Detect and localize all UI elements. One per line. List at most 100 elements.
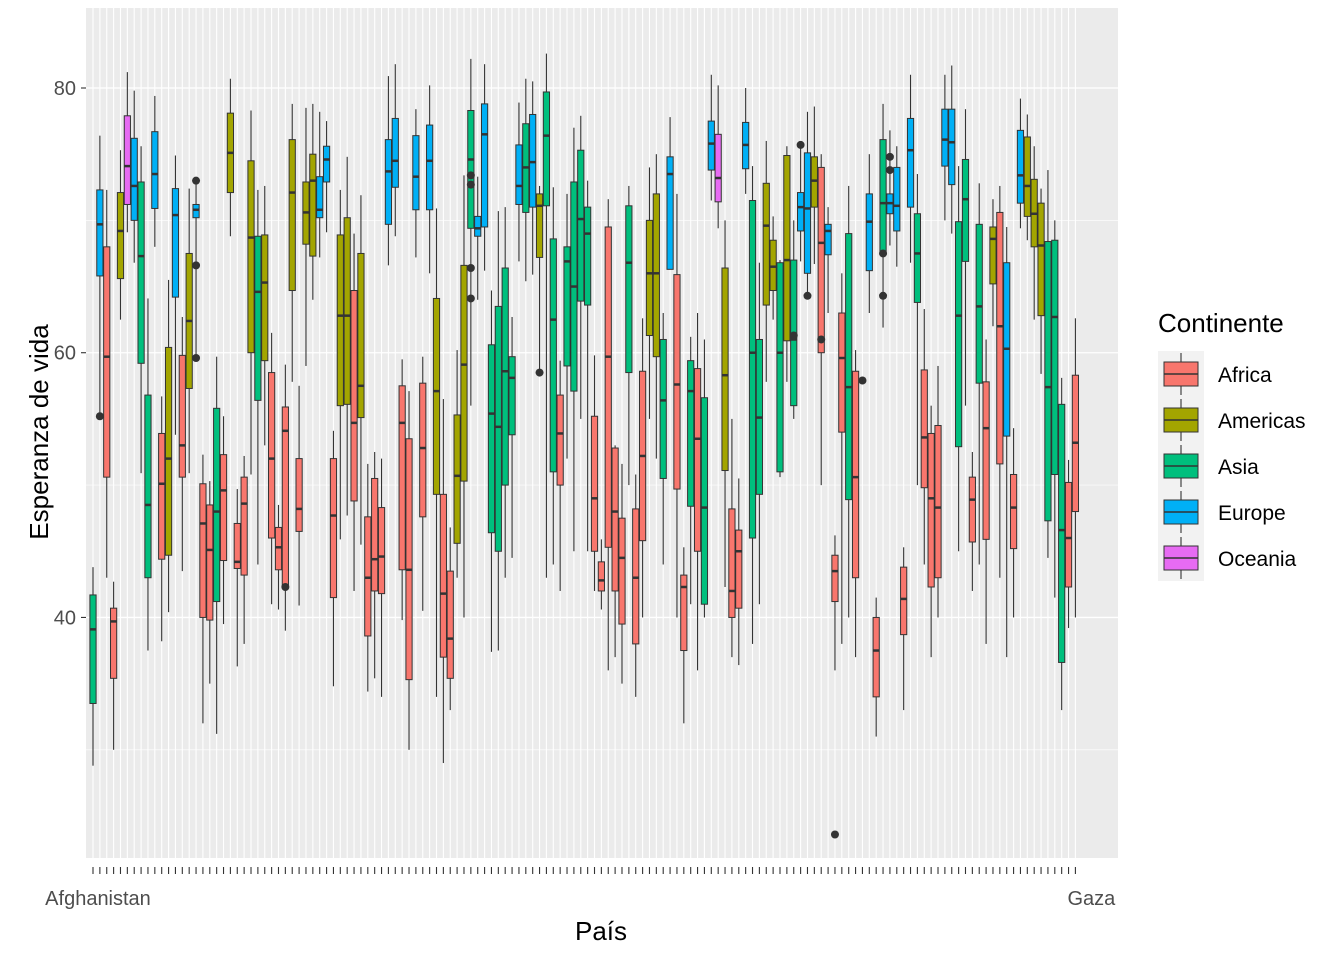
legend-item: Africa: [1158, 351, 1272, 397]
country-box: [164, 279, 173, 613]
country-box: [982, 339, 990, 644]
country-box: [460, 175, 468, 618]
box-iqr: [597, 561, 605, 592]
country-box: [796, 140, 805, 262]
country-box: [535, 185, 544, 377]
country-box: [934, 365, 942, 618]
y-tick-label: 40: [54, 607, 76, 629]
box-iqr: [1064, 481, 1073, 588]
box-iqr: [432, 297, 441, 495]
country-box: [1064, 459, 1073, 629]
y-axis-title: Esperanza de vida: [24, 324, 54, 540]
country-box: [700, 339, 709, 618]
outlier-point: [885, 166, 894, 175]
box-iqr: [446, 570, 454, 679]
country-box: [426, 85, 434, 274]
box-iqr: [769, 239, 777, 292]
outlier-point: [192, 176, 201, 185]
box-iqr: [1058, 403, 1066, 663]
country-box: [226, 78, 235, 237]
box-iqr: [687, 360, 695, 507]
country-box: [900, 547, 908, 711]
box-iqr: [110, 607, 118, 679]
box-iqr: [268, 372, 276, 539]
box-iqr: [123, 115, 131, 205]
box-iqr: [261, 234, 269, 362]
box-iqr: [151, 131, 159, 209]
box-iqr: [240, 476, 248, 576]
country-box: [329, 430, 338, 687]
country-box: [584, 180, 592, 552]
box-iqr: [515, 144, 523, 205]
box-iqr: [659, 338, 667, 479]
legend-title: Continente: [1158, 308, 1284, 338]
box-iqr: [1009, 473, 1018, 550]
country-box: [838, 273, 846, 644]
box-iqr: [233, 522, 241, 569]
box-iqr: [419, 382, 427, 518]
country-box: [728, 418, 736, 658]
outlier-point: [789, 331, 798, 340]
box-iqr: [989, 226, 997, 285]
country-box: [735, 478, 743, 666]
outlier-point: [466, 264, 475, 273]
box-iqr: [164, 346, 173, 556]
outlier-point: [281, 582, 290, 591]
country-box: [549, 187, 557, 565]
box-iqr: [714, 133, 722, 203]
country-box: [748, 166, 757, 644]
box-iqr: [412, 135, 420, 211]
country-box: [474, 176, 482, 300]
country-box: [542, 53, 551, 578]
box-iqr: [927, 432, 935, 588]
country-box: [742, 88, 750, 194]
country-box: [625, 185, 633, 486]
country-box: [556, 360, 564, 591]
legend-item: Europe: [1158, 489, 1286, 535]
country-box: [865, 154, 873, 314]
country-box: [632, 474, 640, 697]
outlier-point: [885, 152, 894, 161]
country-box: [357, 195, 365, 545]
box-iqr: [700, 397, 709, 605]
box-iqr: [762, 182, 770, 306]
country-box: [687, 336, 695, 605]
box-iqr: [529, 113, 537, 208]
country-box: [769, 216, 777, 320]
country-box: [412, 109, 420, 258]
box-iqr: [350, 290, 358, 502]
country-box: [858, 376, 867, 385]
country-box: [261, 185, 269, 446]
country-box: [309, 103, 317, 300]
country-box: [927, 405, 935, 658]
box-iqr: [693, 368, 702, 552]
box-iqr: [955, 221, 963, 448]
box-iqr: [288, 139, 296, 292]
country-box: [693, 313, 702, 671]
box-iqr: [316, 176, 324, 219]
box-iqr: [329, 458, 338, 599]
country-box: [446, 527, 454, 711]
box-iqr: [645, 219, 654, 337]
country-box: [508, 316, 516, 558]
country-box: [948, 65, 956, 234]
country-box: [350, 233, 358, 591]
box-iqr: [487, 344, 496, 534]
country-box: [872, 597, 880, 737]
country-box: [714, 85, 722, 229]
box-iqr: [934, 425, 942, 579]
country-box: [343, 156, 351, 516]
box-iqr: [494, 305, 502, 552]
box-iqr: [467, 110, 475, 229]
country-box: [247, 110, 255, 475]
outlier-point: [830, 830, 839, 839]
country-box: [453, 350, 461, 578]
box-iqr: [158, 432, 166, 560]
country-box: [213, 356, 221, 734]
country-box: [302, 107, 310, 366]
box-iqr: [968, 476, 976, 543]
box-iqr: [542, 91, 551, 207]
box-iqr: [405, 438, 413, 681]
country-box: [274, 504, 283, 610]
box-iqr: [371, 477, 379, 592]
